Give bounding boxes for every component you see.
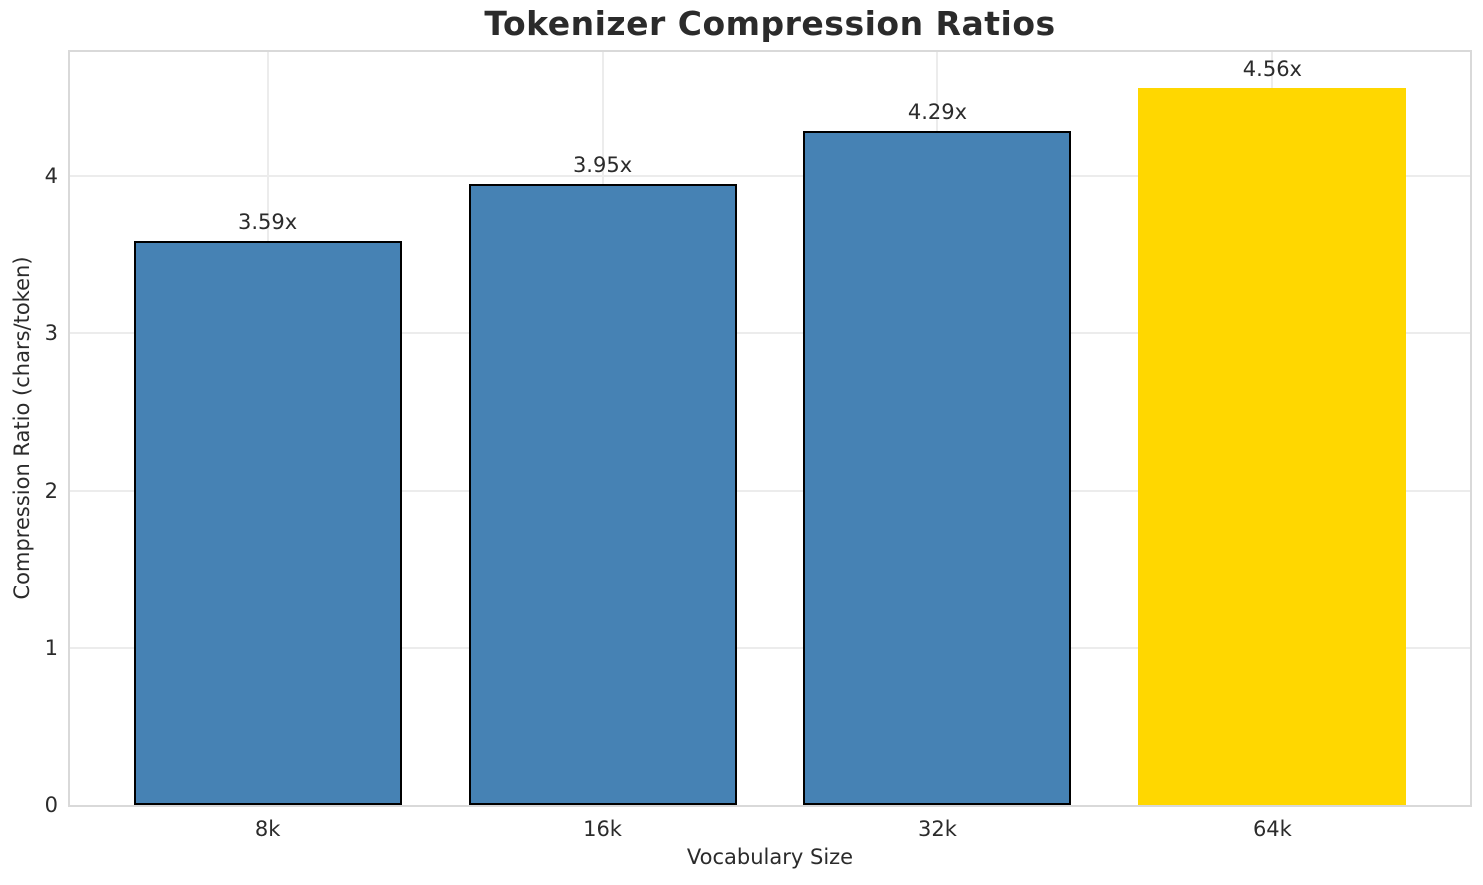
y-tick-label: 4 — [44, 164, 58, 189]
bar-8k — [133, 240, 402, 805]
y-tick-label: 1 — [44, 635, 58, 660]
y-axis-label: Compression Ratio (chars/token) — [10, 256, 34, 600]
x-tick-label-64k: 64k — [1252, 817, 1292, 841]
h-gridline — [70, 646, 1470, 649]
chart-title: Tokenizer Compression Ratios — [484, 4, 1056, 43]
bar-value-label: 4.56x — [1242, 57, 1302, 82]
x-tick-label-16k: 16k — [583, 817, 622, 841]
x-axis-label: Vocabulary Size — [686, 845, 854, 869]
plot-area: 3.59x 3.95x 4.29x 4.56x — [68, 50, 1472, 807]
bar-value-label: 3.95x — [572, 153, 633, 178]
h-gridline — [70, 489, 1470, 492]
x-tick-label-8k: 8k — [254, 817, 281, 841]
y-tick-label: 3 — [44, 321, 58, 346]
y-tick-label: 2 — [44, 478, 58, 503]
y-tick-label: 0 — [44, 793, 58, 817]
bar-32k — [803, 130, 1072, 805]
h-gridline — [70, 332, 1470, 335]
bar-16k — [468, 184, 737, 805]
x-tick-label-32k: 32k — [918, 817, 957, 841]
h-gridline — [70, 175, 1470, 178]
bar-64k — [1138, 88, 1407, 805]
bar-value-label: 4.29x — [907, 99, 968, 124]
bar-value-label: 3.59x — [238, 209, 298, 234]
